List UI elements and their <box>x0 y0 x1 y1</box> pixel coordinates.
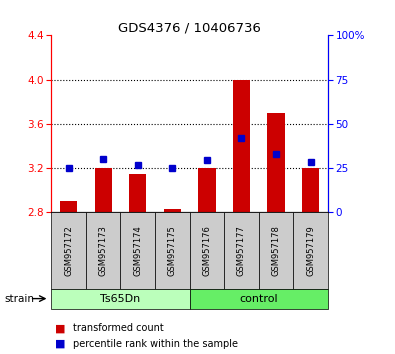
Title: GDS4376 / 10406736: GDS4376 / 10406736 <box>118 21 261 34</box>
Bar <box>60 201 77 212</box>
Bar <box>164 209 181 212</box>
Bar <box>233 80 250 212</box>
Bar <box>302 168 319 212</box>
Bar <box>198 168 216 212</box>
Text: GSM957177: GSM957177 <box>237 225 246 276</box>
Bar <box>129 174 147 212</box>
Text: GSM957178: GSM957178 <box>271 225 280 276</box>
Text: transformed count: transformed count <box>73 323 164 333</box>
Text: strain: strain <box>4 293 34 304</box>
Bar <box>94 168 112 212</box>
Text: GSM957176: GSM957176 <box>202 225 211 276</box>
Text: GSM957173: GSM957173 <box>99 225 108 276</box>
Text: ■: ■ <box>55 339 66 349</box>
Text: GSM957179: GSM957179 <box>306 225 315 276</box>
Text: percentile rank within the sample: percentile rank within the sample <box>73 339 238 349</box>
Text: Ts65Dn: Ts65Dn <box>100 293 141 304</box>
Text: ■: ■ <box>55 323 66 333</box>
Text: GSM957174: GSM957174 <box>133 225 142 276</box>
Bar <box>267 113 285 212</box>
Text: control: control <box>239 293 278 304</box>
Text: GSM957172: GSM957172 <box>64 225 73 276</box>
Text: GSM957175: GSM957175 <box>168 225 177 276</box>
